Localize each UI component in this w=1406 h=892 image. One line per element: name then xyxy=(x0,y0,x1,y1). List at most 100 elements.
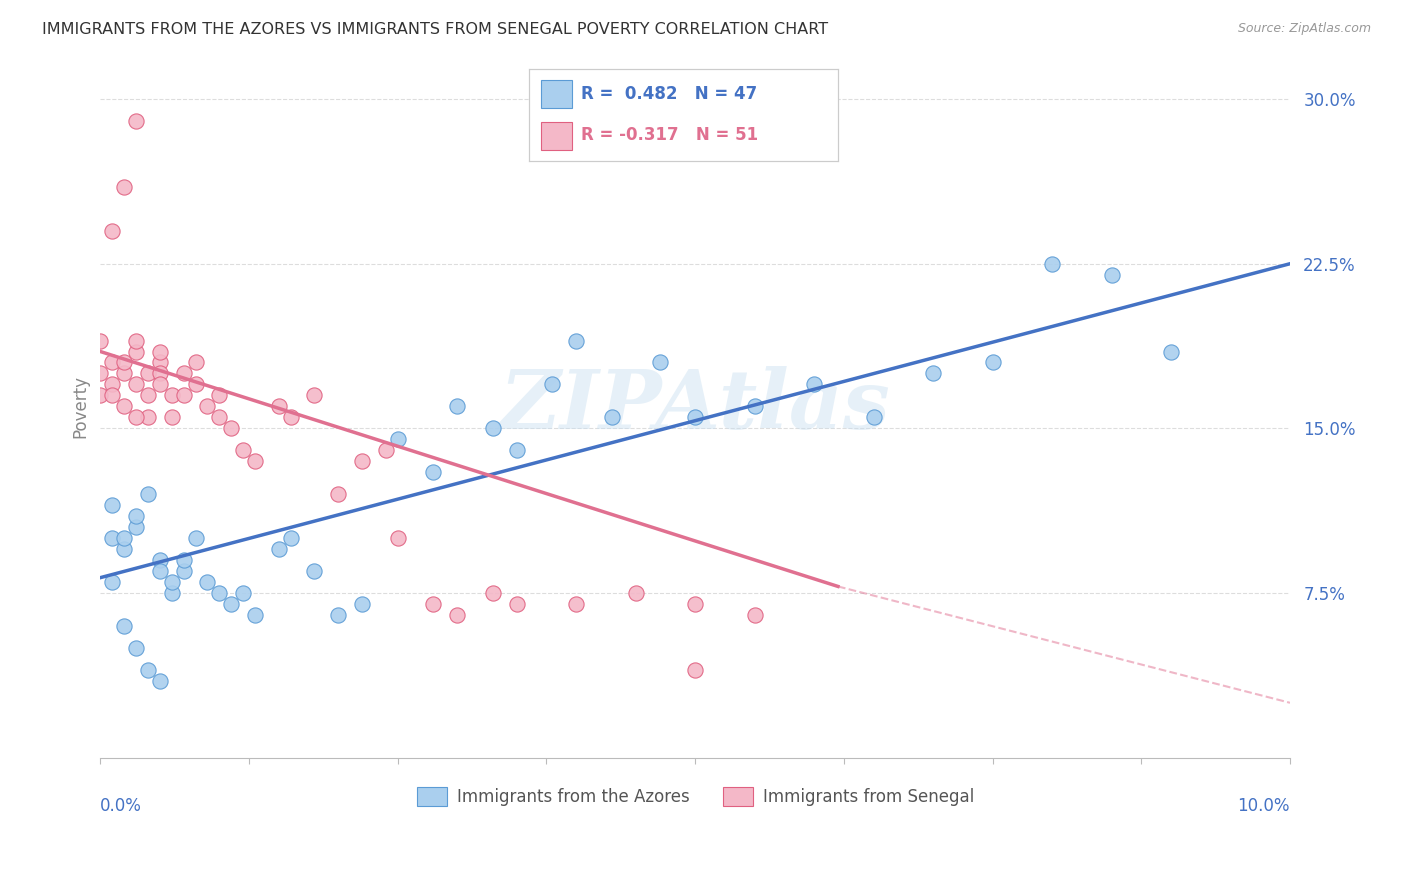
Point xyxy=(160,410,183,425)
Point xyxy=(101,531,124,545)
Point xyxy=(173,564,195,578)
Text: IMMIGRANTS FROM THE AZORES VS IMMIGRANTS FROM SENEGAL POVERTY CORRELATION CHART: IMMIGRANTS FROM THE AZORES VS IMMIGRANTS… xyxy=(42,22,828,37)
Point xyxy=(243,607,266,622)
Y-axis label: Poverty: Poverty xyxy=(72,375,89,438)
Point xyxy=(125,377,148,392)
Point xyxy=(149,553,172,567)
Point xyxy=(482,586,505,600)
Point xyxy=(149,673,172,688)
Point xyxy=(862,410,884,425)
Point xyxy=(125,410,148,425)
Point xyxy=(173,388,195,402)
Point xyxy=(922,367,945,381)
Point xyxy=(981,355,1004,369)
Point xyxy=(149,564,172,578)
Point xyxy=(506,597,529,611)
Point xyxy=(197,575,219,590)
Point xyxy=(136,388,159,402)
Point xyxy=(125,344,148,359)
Point xyxy=(112,531,135,545)
Point xyxy=(565,597,588,611)
Point xyxy=(232,586,254,600)
Point xyxy=(232,443,254,458)
Point xyxy=(136,487,159,501)
Point xyxy=(101,388,124,402)
Point xyxy=(352,597,374,611)
Point xyxy=(267,542,290,557)
Point xyxy=(803,377,825,392)
Point xyxy=(184,355,207,369)
Point xyxy=(136,367,159,381)
Point xyxy=(125,114,148,128)
Point xyxy=(101,377,124,392)
Text: Source: ZipAtlas.com: Source: ZipAtlas.com xyxy=(1237,22,1371,36)
Point xyxy=(446,400,468,414)
Point xyxy=(482,421,505,435)
Point xyxy=(101,224,124,238)
Point xyxy=(422,597,444,611)
Point xyxy=(683,597,706,611)
Text: ZIPAtlas: ZIPAtlas xyxy=(499,367,890,446)
Point xyxy=(89,334,111,348)
Point xyxy=(125,509,148,524)
Point xyxy=(197,400,219,414)
Point xyxy=(422,465,444,479)
Point xyxy=(208,388,231,402)
Point xyxy=(208,410,231,425)
Point xyxy=(328,487,350,501)
Point xyxy=(112,179,135,194)
Point xyxy=(173,553,195,567)
Point xyxy=(683,663,706,677)
Point xyxy=(304,388,326,402)
Point xyxy=(125,520,148,534)
Point xyxy=(683,410,706,425)
Point xyxy=(648,355,671,369)
Point xyxy=(160,575,183,590)
Point xyxy=(744,400,766,414)
Point xyxy=(624,586,647,600)
Point xyxy=(446,607,468,622)
Point xyxy=(208,586,231,600)
Point xyxy=(112,619,135,633)
Point xyxy=(136,663,159,677)
Point xyxy=(352,454,374,468)
Point xyxy=(280,410,302,425)
Point xyxy=(112,542,135,557)
Point xyxy=(387,433,409,447)
Point xyxy=(600,410,623,425)
Point xyxy=(565,334,588,348)
Point xyxy=(374,443,396,458)
Point xyxy=(304,564,326,578)
Point xyxy=(101,575,124,590)
Point xyxy=(149,377,172,392)
Point xyxy=(1101,268,1123,282)
Point xyxy=(184,377,207,392)
Legend: Immigrants from the Azores, Immigrants from Senegal: Immigrants from the Azores, Immigrants f… xyxy=(411,780,980,813)
Point xyxy=(387,531,409,545)
Point xyxy=(328,607,350,622)
Point xyxy=(506,443,529,458)
Point xyxy=(149,367,172,381)
Point xyxy=(744,607,766,622)
Point xyxy=(280,531,302,545)
Point xyxy=(112,367,135,381)
Point xyxy=(149,344,172,359)
Point xyxy=(101,498,124,512)
Point xyxy=(1040,257,1063,271)
Point xyxy=(173,367,195,381)
Point xyxy=(219,597,242,611)
Point xyxy=(243,454,266,468)
Point xyxy=(160,586,183,600)
Point xyxy=(125,334,148,348)
Point xyxy=(89,388,111,402)
Point xyxy=(267,400,290,414)
Point xyxy=(160,388,183,402)
Point xyxy=(149,355,172,369)
Point xyxy=(136,410,159,425)
Text: 10.0%: 10.0% xyxy=(1237,797,1291,814)
Point xyxy=(112,400,135,414)
Point xyxy=(89,367,111,381)
Text: 0.0%: 0.0% xyxy=(100,797,142,814)
Point xyxy=(112,355,135,369)
Point xyxy=(541,377,564,392)
